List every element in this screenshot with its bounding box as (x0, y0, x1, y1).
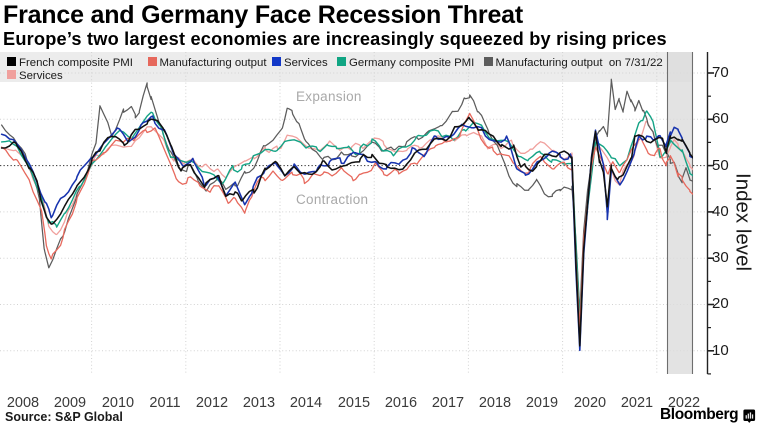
svg-text:Index level: Index level (732, 173, 755, 271)
